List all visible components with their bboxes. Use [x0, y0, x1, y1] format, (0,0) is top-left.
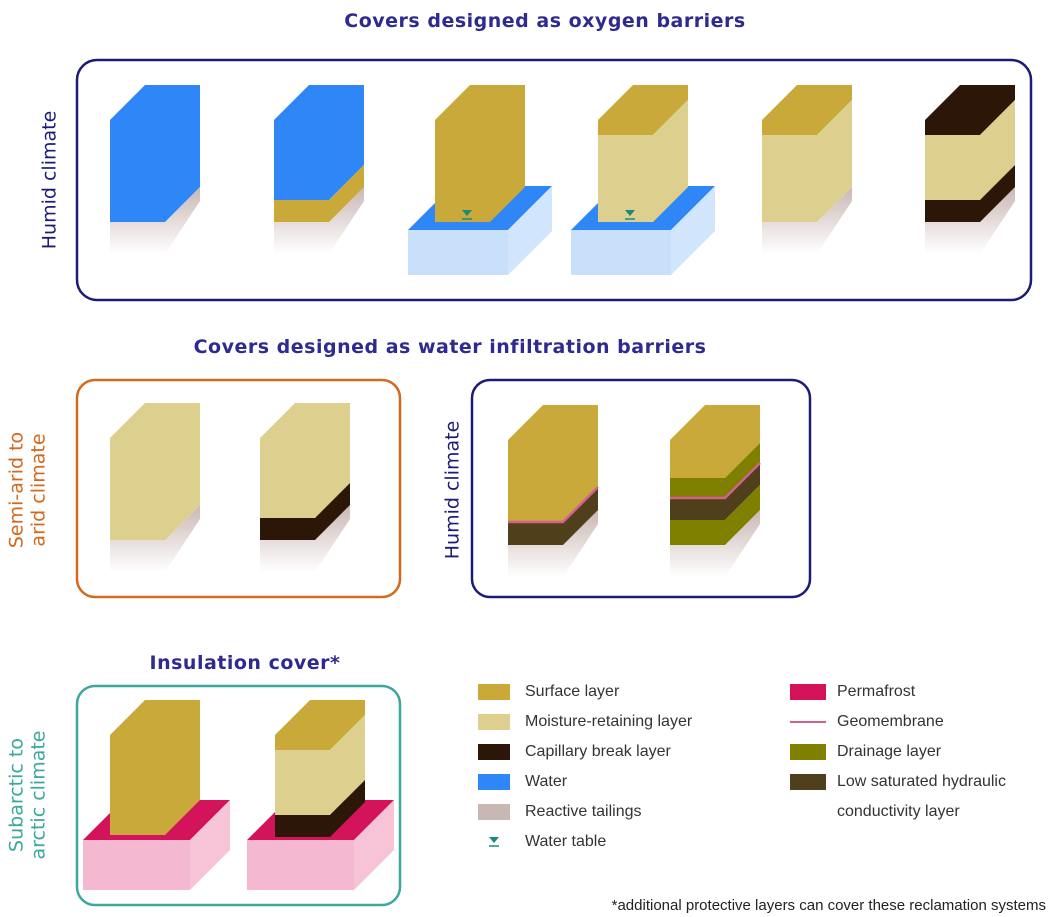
- cover-layer: [260, 483, 350, 540]
- tailings-shadow: [110, 187, 200, 254]
- geomembrane: [508, 486, 599, 524]
- tailings-shadow: [762, 187, 852, 254]
- tailings-shadow: [925, 187, 1015, 254]
- base-slab: [408, 230, 508, 275]
- tailings-shadow: [110, 505, 200, 572]
- legend-label: Surface layer: [525, 683, 620, 700]
- water-table-icon: [625, 210, 635, 216]
- cover-layer: [435, 85, 525, 222]
- panel-label: Humid climate: [442, 421, 464, 560]
- base-slab: [83, 840, 190, 890]
- panel-label: arid climate: [28, 433, 50, 546]
- legend: Surface layer Moisture-retaining layer Cap…: [478, 683, 1006, 850]
- legend-label: Drainage layer: [837, 743, 942, 760]
- cover-layer: [508, 487, 598, 545]
- panel-frame: [75, 378, 402, 599]
- water-table-icon: [462, 210, 472, 216]
- legend-label: Capillary break layer: [525, 743, 672, 760]
- legend-label: Water table: [525, 833, 606, 850]
- legend-swatch: [478, 684, 510, 700]
- cover-blocks: [83, 85, 1015, 890]
- tailings-shadow: [260, 505, 350, 572]
- panel-frame: [75, 58, 1033, 302]
- legend-swatch: [478, 744, 510, 760]
- tailings-shadow: [670, 510, 760, 577]
- legend-label: Low saturated hydraulic: [837, 773, 1006, 790]
- panel-label: Subarctic to: [6, 738, 28, 852]
- legend-swatch: [478, 714, 510, 730]
- panel-frame: [75, 684, 402, 907]
- panel-label: Humid climate: [39, 111, 61, 250]
- legend-label: Water: [525, 773, 568, 790]
- cover-layer: [762, 100, 852, 222]
- legend-label: Geomembrane: [837, 713, 944, 730]
- legend-swatch: [790, 744, 826, 760]
- legend-label: Permafrost: [837, 683, 916, 700]
- section-title: Covers designed as oxygen barriers: [344, 10, 745, 32]
- cover-layer: [275, 715, 365, 815]
- cover-layer: [110, 85, 200, 222]
- legend-label: Reactive tailings: [525, 803, 642, 820]
- section-title: Covers designed as water infiltration ba…: [194, 336, 707, 358]
- section-title: Insulation cover*: [150, 652, 341, 674]
- cover-layer: [925, 100, 1015, 200]
- panel-label: arctic climate: [28, 731, 50, 860]
- cover-layer: [274, 165, 364, 222]
- legend-swatch: [478, 774, 510, 790]
- panel-label: Semi-arid to: [6, 432, 28, 548]
- cover-layer: [670, 485, 760, 545]
- cover-layer: [925, 165, 1015, 222]
- legend-swatch: [478, 804, 510, 820]
- legend-label: Moisture-retaining layer: [525, 713, 693, 730]
- cover-layer: [110, 700, 200, 835]
- cover-layer: [275, 780, 365, 837]
- base-slab: [508, 186, 552, 275]
- cover-layer: [670, 463, 760, 520]
- cover-layer: [274, 85, 364, 200]
- base-slab: [247, 840, 354, 890]
- panel-frame: [470, 378, 812, 599]
- cover-layer: [670, 405, 760, 478]
- cover-layer: [598, 100, 688, 222]
- water-table-icon: [489, 837, 499, 843]
- panel-labels: Humid climate Semi-arid to arid climate Hum…: [6, 111, 464, 860]
- legend-label: conductivity layer: [837, 803, 960, 820]
- cover-layer: [508, 405, 598, 522]
- base-slab: [671, 186, 715, 275]
- base-slab: [354, 800, 394, 890]
- cover-layer: [260, 403, 350, 518]
- tailings-shadow: [508, 510, 598, 577]
- legend-swatch: [790, 684, 826, 700]
- base-slab: [190, 800, 230, 890]
- base-slab: [571, 230, 671, 275]
- legend-swatch: [790, 774, 826, 790]
- tailings-shadow: [274, 187, 364, 254]
- footnote: *additional protective layers can cover …: [612, 897, 1046, 914]
- geomembrane: [670, 462, 761, 500]
- cover-layer: [110, 403, 200, 540]
